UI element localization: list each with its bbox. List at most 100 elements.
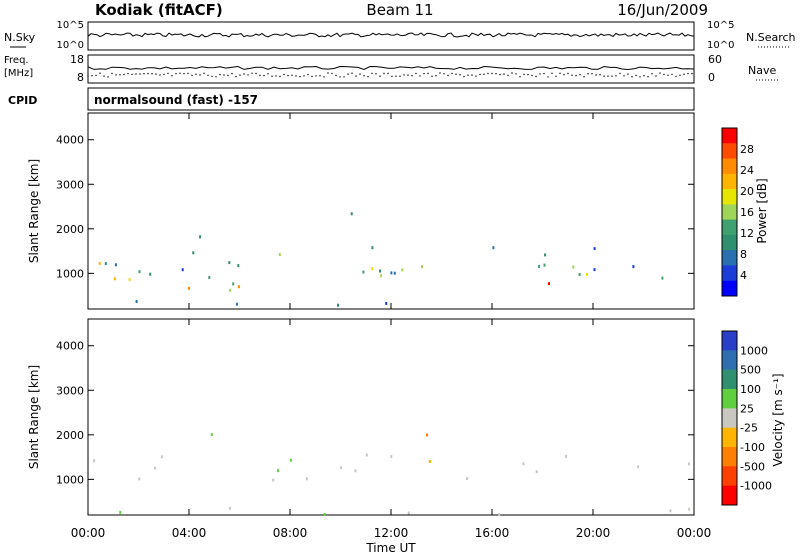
data-cell bbox=[632, 265, 635, 269]
nave-dot bbox=[271, 75, 273, 77]
nsky-label: N.Sky bbox=[4, 31, 36, 44]
data-cell bbox=[390, 271, 393, 275]
nave-dot bbox=[99, 72, 101, 74]
data-cell bbox=[237, 264, 240, 268]
colorbar-swatch bbox=[722, 173, 737, 190]
data-cell bbox=[535, 470, 538, 474]
nave-dot bbox=[103, 75, 105, 77]
nave-dot bbox=[167, 72, 169, 75]
freq-label-line2: [MHz] bbox=[4, 68, 33, 79]
power-ylabel: Slant Range [km] bbox=[27, 159, 41, 263]
data-cell bbox=[362, 270, 365, 274]
nave-dot bbox=[311, 75, 313, 78]
nave-dot bbox=[567, 72, 569, 75]
data-cell bbox=[492, 246, 495, 250]
data-cell bbox=[114, 263, 117, 267]
nave-dot bbox=[515, 73, 517, 75]
nave-dot bbox=[179, 72, 181, 75]
data-cell bbox=[426, 433, 428, 437]
data-cell bbox=[181, 268, 184, 272]
nave-dot bbox=[663, 73, 665, 76]
nave-dot bbox=[555, 75, 557, 78]
nave-dot bbox=[419, 75, 421, 77]
nave-dot bbox=[235, 75, 237, 78]
nsearch-label: N.Search bbox=[746, 31, 796, 44]
data-cell bbox=[237, 285, 240, 289]
nave-dot bbox=[119, 74, 121, 76]
nave-dot bbox=[359, 73, 361, 75]
nave-dot bbox=[475, 75, 477, 77]
nave-dot bbox=[691, 72, 693, 75]
nave-dot bbox=[379, 75, 381, 77]
nave-dot bbox=[539, 73, 541, 75]
data-cell bbox=[565, 454, 568, 458]
data-cell bbox=[393, 271, 396, 275]
nave-dot bbox=[247, 74, 249, 76]
nave-dot bbox=[587, 73, 589, 75]
nave-dot bbox=[639, 76, 641, 78]
data-cell bbox=[232, 282, 235, 286]
nave-dot bbox=[299, 75, 301, 78]
nave-dot bbox=[155, 73, 157, 75]
data-cell bbox=[208, 276, 211, 279]
colorbar-swatch bbox=[722, 466, 737, 487]
nave-dot bbox=[255, 72, 257, 75]
nave-dot bbox=[395, 75, 397, 77]
colorbar-swatch bbox=[722, 331, 737, 351]
data-cell bbox=[688, 507, 691, 511]
nave-dot bbox=[595, 74, 597, 76]
nave-dot bbox=[115, 74, 117, 76]
data-cell bbox=[365, 453, 368, 457]
data-cell bbox=[235, 302, 238, 306]
x-tick-label: 00:00 bbox=[71, 526, 106, 540]
x-tick-label: 08:00 bbox=[273, 526, 308, 540]
nave-dot bbox=[563, 74, 565, 76]
data-cell bbox=[687, 462, 690, 466]
data-cell bbox=[98, 261, 101, 265]
data-cell bbox=[199, 235, 202, 239]
nsky-trace bbox=[87, 32, 695, 38]
nave-dot bbox=[279, 75, 281, 78]
velocity-ylabel: Slant Range [km] bbox=[27, 365, 41, 469]
freq-tick-low: 8 bbox=[77, 71, 84, 84]
x-tick-label: 00:00 bbox=[677, 526, 712, 540]
colorbar-swatch bbox=[722, 350, 737, 371]
station-title: Kodiak (fitACF) bbox=[95, 1, 223, 19]
nave-dot bbox=[291, 74, 293, 77]
colorbar-tick-label: 20 bbox=[740, 185, 754, 198]
nave-dot bbox=[543, 72, 545, 75]
data-cell bbox=[339, 466, 342, 470]
nave-dot bbox=[351, 72, 353, 74]
y-tick-label: 1000 bbox=[56, 473, 84, 486]
nave-dot bbox=[171, 75, 173, 77]
nave-dot bbox=[207, 74, 209, 77]
nave-dot bbox=[687, 72, 689, 75]
freq-tick-high: 18 bbox=[70, 53, 84, 66]
nave-dot bbox=[531, 74, 533, 77]
nave-dot bbox=[163, 73, 165, 76]
nave-dot bbox=[495, 73, 497, 75]
nave-label: Nave bbox=[748, 64, 776, 77]
nave-dot bbox=[611, 75, 613, 77]
power-y-axis: 1000 2000 3000 4000 bbox=[56, 134, 694, 280]
power-colorbar-label: Power [dB] bbox=[755, 178, 769, 243]
velocity-panel-frame bbox=[87, 318, 695, 516]
data-cell bbox=[428, 460, 431, 463]
data-cell bbox=[210, 433, 213, 437]
freq-line bbox=[87, 65, 695, 71]
data-cell bbox=[119, 510, 122, 514]
nave-tick-low: 0 bbox=[708, 71, 715, 84]
colorbar-swatch bbox=[722, 189, 737, 205]
power-colorbar: 28 24 20 16 12 8 4 bbox=[721, 127, 754, 297]
nave-dot bbox=[259, 74, 261, 77]
nave-dot bbox=[131, 73, 133, 76]
nave-dot bbox=[411, 75, 413, 77]
nave-dot bbox=[523, 73, 525, 76]
nave-dot bbox=[323, 76, 325, 78]
data-cell bbox=[522, 462, 525, 466]
nsky-tick-low: 10^0 bbox=[57, 40, 84, 51]
nave-dot bbox=[139, 73, 141, 75]
nave-dot bbox=[447, 74, 449, 77]
nave-dot bbox=[571, 74, 573, 77]
colorbar-tick-label: 100 bbox=[740, 383, 761, 396]
